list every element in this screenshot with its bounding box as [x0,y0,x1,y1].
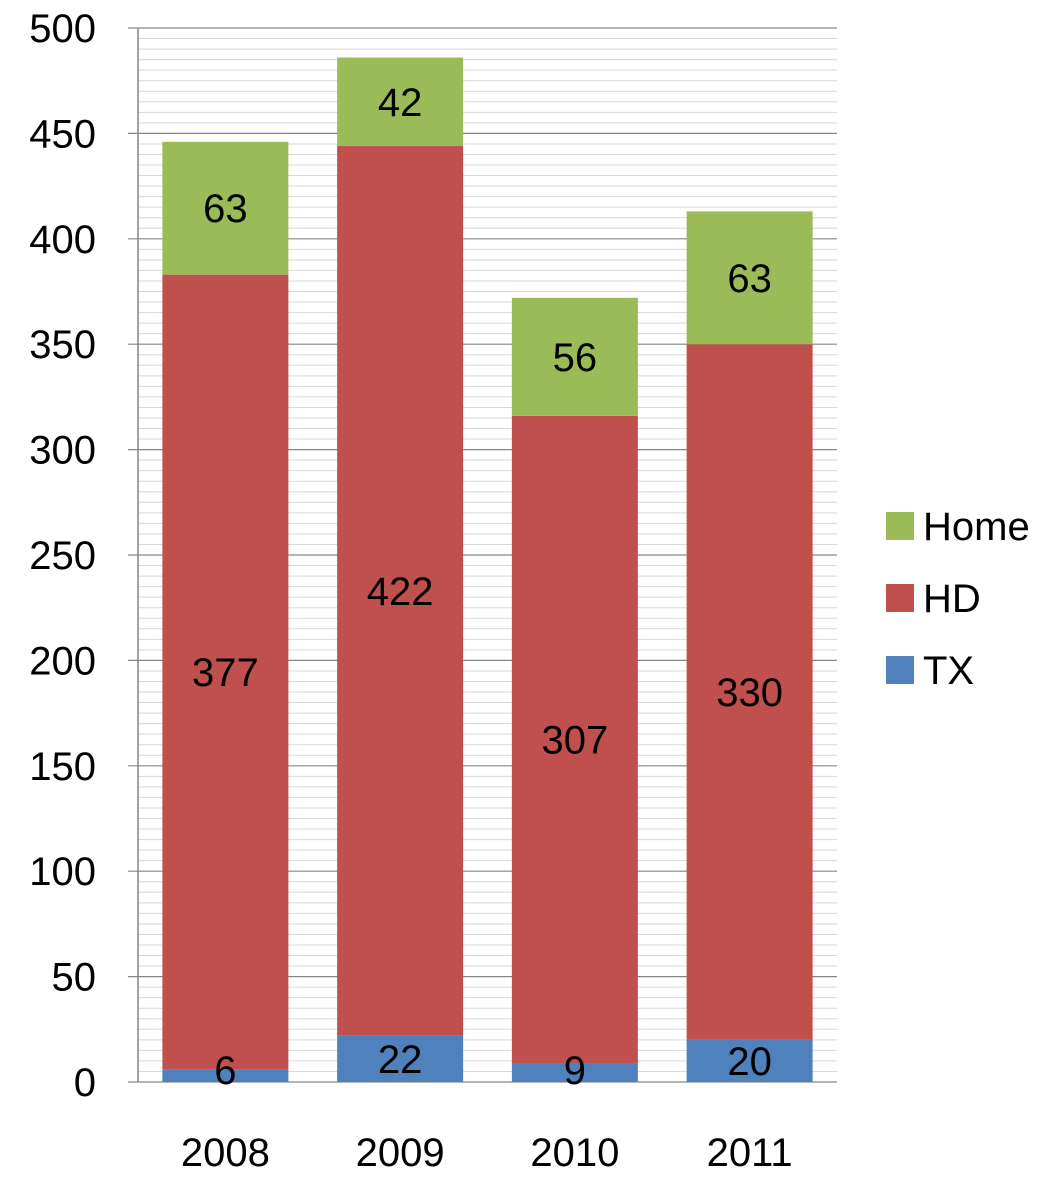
legend: Home HD TX [886,505,1030,693]
y-tick-label: 300 [29,429,96,473]
axes: 0 50 100 150 200 250 300 350 400 450 500 2008 2009 20… [29,7,792,1175]
y-tick-label: 250 [29,534,96,578]
bar-segment-hd-2011 [686,344,813,1040]
y-tick-label: 150 [29,745,96,789]
legend-label-hd: HD [923,577,981,621]
bars [162,57,813,1082]
y-tick-label: 100 [29,850,96,894]
bar-segment-hd-2008 [162,274,289,1070]
data-label-tx-2011: 20 [727,1040,772,1084]
y-tick-label: 450 [29,112,96,156]
legend-label-tx: TX [923,649,974,693]
x-tick-label: 2008 [181,1131,270,1175]
data-label-tx-2010: 9 [564,1049,586,1093]
y-tick-label: 200 [29,639,96,683]
data-label-tx-2008: 6 [214,1049,236,1093]
bar-segment-tx-2009 [337,1035,464,1082]
bar-segment-hd-2009 [337,146,464,1036]
data-label-hd-2008: 377 [192,651,259,695]
legend-swatch-home [886,512,914,540]
x-tick-label: 2010 [530,1131,619,1175]
data-label-hd-2011: 330 [716,671,783,715]
y-tick-label: 0 [74,1061,96,1105]
bar-segment-tx-2011 [686,1039,813,1082]
bar-segment-home-2008 [162,141,289,275]
x-tick-label: 2009 [356,1131,445,1175]
data-label-home-2009: 42 [378,81,423,125]
data-label-home-2010: 56 [553,336,598,380]
legend-swatch-tx [886,656,914,684]
bar-segment-home-2011 [686,211,813,345]
bar-segment-tx-2010 [511,1063,638,1082]
bar-segment-hd-2010 [511,415,638,1064]
y-tick-label: 50 [52,956,97,1000]
bar-segment-home-2009 [337,57,464,147]
bar-segment-home-2010 [511,297,638,416]
data-label-home-2011: 63 [727,257,772,301]
y-tick-label: 400 [29,218,96,262]
legend-swatch-hd [886,584,914,612]
bar-segment-tx-2008 [162,1069,289,1082]
data-label-hd-2010: 307 [542,718,609,762]
x-tick-label: 2011 [707,1131,793,1175]
data-label-home-2008: 63 [203,187,248,231]
data-label-tx-2009: 22 [378,1038,423,1082]
data-label-hd-2009: 422 [367,570,434,614]
y-tick-label: 500 [29,7,96,51]
y-tick-label: 350 [29,323,96,367]
legend-label-home: Home [923,505,1030,549]
data-labels: 6 377 63 22 422 42 9 307 56 20 330 63 [192,81,783,1093]
